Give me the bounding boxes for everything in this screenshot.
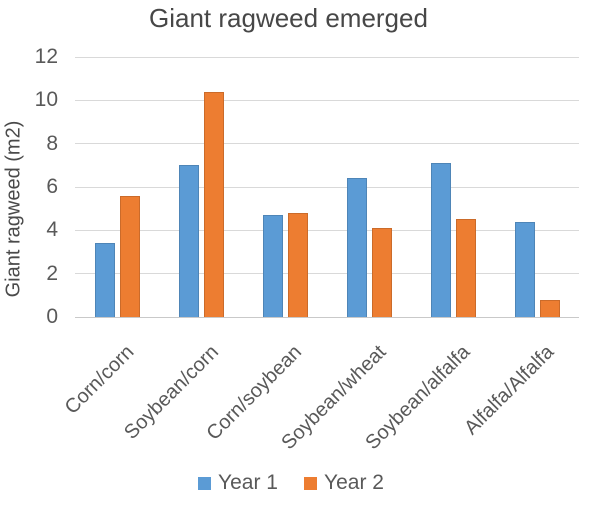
- y-tick-label-6: 6: [46, 175, 58, 198]
- y-tick-label-4: 4: [46, 218, 58, 242]
- legend-label-year-2: Year 2: [324, 471, 384, 494]
- bar-year-1-soybean-alfalfa: [431, 163, 451, 317]
- bar-year-1-corn-corn: [95, 243, 115, 317]
- x-label-corn-corn: Corn/corn: [60, 341, 139, 419]
- y-tick-label-2: 2: [46, 261, 58, 285]
- bar-year-2-soybean-wheat: [372, 228, 392, 317]
- x-axis-line: [75, 316, 579, 318]
- gridline-2: [75, 273, 579, 275]
- gridline-10: [75, 99, 579, 101]
- bar-year-1-soybean-corn: [179, 165, 199, 317]
- gridline-8: [75, 143, 579, 145]
- y-tick-label-8: 8: [46, 131, 58, 155]
- bar-year-2-corn-corn: [120, 196, 140, 317]
- bar-year-2-corn-soybean: [288, 213, 308, 317]
- bar-year-1-soybean-wheat: [347, 178, 367, 317]
- y-tick-label-0: 0: [46, 305, 58, 328]
- legend-item-year-1: Year 1: [198, 470, 278, 496]
- legend: Year 1 Year 2: [0, 470, 582, 496]
- bar-year-2-alfalfa-alfalfa: [540, 300, 560, 317]
- legend-swatch-year-1: [198, 476, 212, 490]
- legend-swatch-year-2: [304, 476, 317, 490]
- gridline-4: [75, 229, 579, 231]
- x-label-alfalfa-alfalfa: Alfalfa/Alfalfa: [460, 341, 559, 440]
- legend-label-year-1: Year 1: [218, 471, 278, 494]
- y-tick-label-12: 12: [34, 45, 58, 68]
- gridline-12: [75, 56, 579, 58]
- bar-year-1-corn-soybean: [263, 215, 283, 317]
- chart-title: Giant ragweed emerged: [149, 3, 428, 33]
- y-tick-label-10: 10: [34, 88, 58, 112]
- bar-year-1-alfalfa-alfalfa: [515, 222, 535, 317]
- gridline-6: [75, 186, 579, 188]
- plot-area: [75, 56, 579, 318]
- legend-item-year-2: Year 2: [304, 470, 384, 496]
- bar-year-2-soybean-alfalfa: [456, 219, 476, 317]
- bar-year-2-soybean-corn: [204, 92, 224, 317]
